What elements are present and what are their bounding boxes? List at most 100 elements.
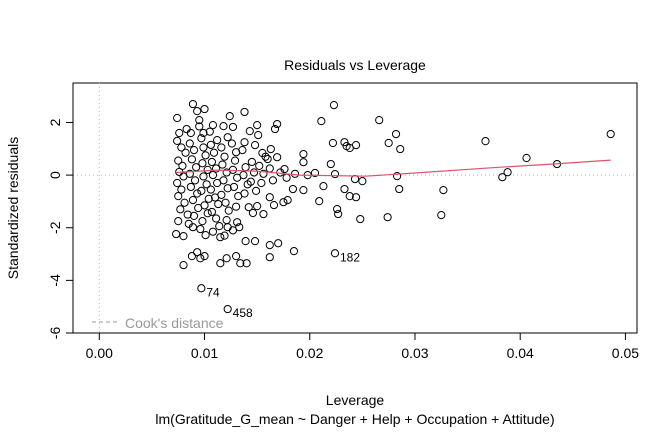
data-point [395,184,404,194]
data-point [340,138,349,147]
data-point [173,136,182,145]
data-point [180,198,189,207]
data-point [503,168,512,177]
data-point [273,119,282,129]
x-tick-label: 0.05 [612,345,639,361]
data-point [299,149,308,159]
data-point [247,157,256,167]
plot-box [72,82,638,334]
x-tick-label: 0.02 [296,345,323,361]
data-point [250,237,260,246]
data-point [221,198,230,207]
data-point [207,157,216,167]
data-point [273,153,282,162]
data-point [175,128,184,138]
data-point [351,193,361,202]
data-point [173,113,182,123]
data-point [241,163,250,172]
data-point [214,199,223,209]
data-point [189,211,199,220]
smooth-line [176,159,611,177]
chart-title: Residuals vs Leverage [284,57,426,73]
data-point [317,117,326,126]
data-point [333,204,342,214]
data-point [245,127,254,136]
data-point [265,253,274,262]
data-point-labeled [223,304,232,314]
data-point [246,177,255,186]
data-point [236,259,245,268]
data-point [257,178,266,188]
data-point [212,214,221,223]
data-point [209,148,219,157]
data-point [319,182,328,191]
data-point [216,233,225,242]
data-point [219,122,228,131]
cooks-distance-legend: Cook's distance [92,315,224,331]
data-point [396,144,405,154]
data-point [208,227,218,236]
data-point [212,164,221,173]
data-point [174,217,183,226]
data-point [222,254,231,263]
data-point [193,107,202,116]
data-point [240,107,249,117]
data-point [228,226,238,235]
data-point [279,198,288,207]
data-point [199,128,208,138]
points-layer [172,99,615,314]
data-point [225,112,234,121]
data-point [229,182,239,192]
data-point [228,122,238,132]
data-point [259,209,268,219]
data-point [203,165,212,174]
data-point [481,137,490,146]
data-point [437,211,446,220]
data-point [193,189,202,198]
data-point [310,168,320,178]
data-point [188,99,198,109]
data-point [223,133,232,142]
data-point [205,127,214,136]
data-point [231,252,241,261]
data-point [384,138,393,148]
data-point [204,194,213,203]
data-point [240,138,249,147]
data-point [235,223,244,232]
x-axis-label: Leverage [326,392,385,408]
data-point [261,152,270,161]
data-point [241,237,250,246]
data-point [219,176,228,185]
data-point [174,192,183,201]
data-point [206,185,215,194]
data-point [197,186,206,195]
data-point [330,169,340,179]
data-point [340,184,349,194]
data-point [220,231,229,240]
data-point [289,247,299,256]
data-point [268,176,278,185]
data-point [199,172,208,181]
data-point [195,116,204,125]
data-point [185,169,194,178]
data-point [208,121,218,130]
data-point [201,231,210,240]
data-point [238,146,247,155]
data-point [251,186,261,195]
y-tick-label: 2 [47,118,63,126]
data-point [254,131,263,140]
data-point [208,171,218,180]
data-point [227,139,236,148]
data-point [176,205,185,214]
data-point [606,129,615,139]
data-point [186,128,195,138]
data-point [265,241,274,250]
data-point [196,224,205,234]
data-point [270,124,280,134]
data-point [188,196,198,205]
data-point [174,156,183,165]
data-point [244,203,253,212]
data-point [187,155,197,164]
data-point [200,104,209,114]
data-point [216,259,225,268]
